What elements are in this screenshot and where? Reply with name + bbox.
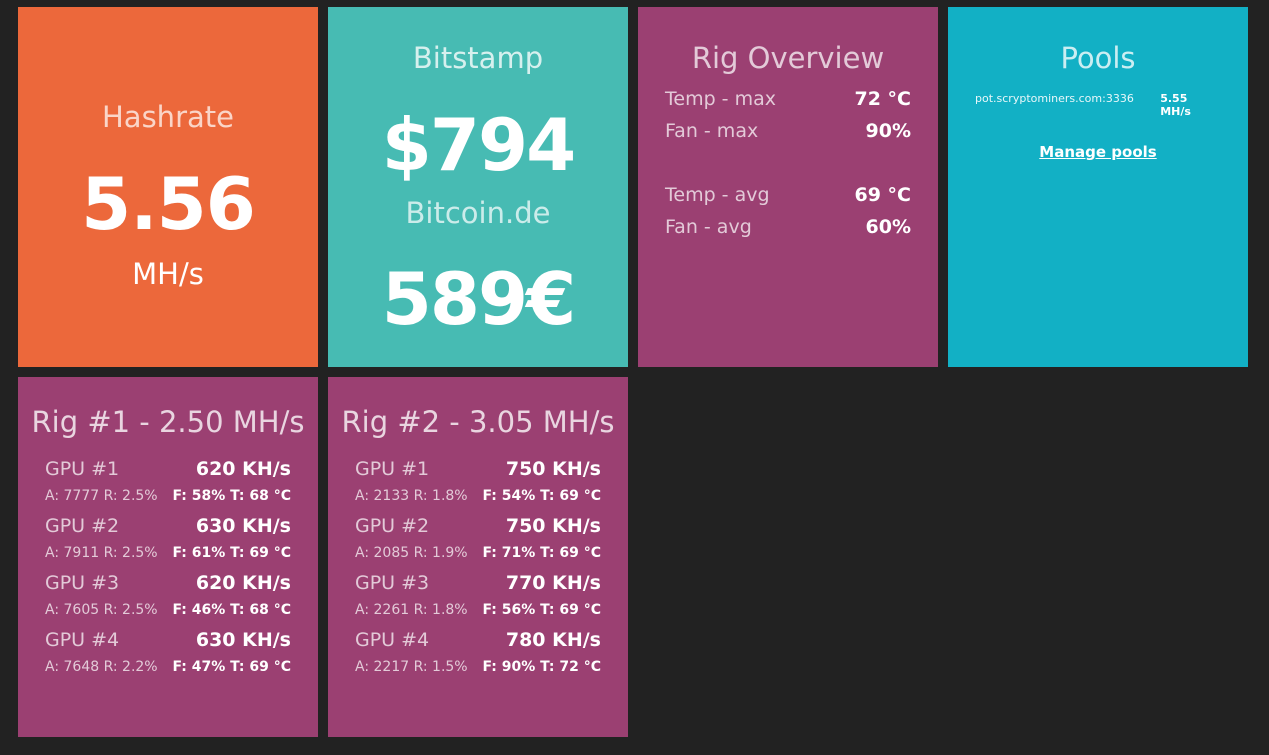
bitcoinde-price: 589€ [381, 257, 576, 341]
rig-tile-1: Rig #1 - 2.50 MH/s GPU #1 620 KH/s A: 77… [18, 377, 318, 737]
bitstamp-title: Bitstamp [412, 41, 544, 75]
gpu-fan-temp: F: 47% T: 69 °C [172, 659, 291, 675]
hashrate-unit: MH/s [132, 257, 204, 291]
gpu-fan-temp: F: 71% T: 69 °C [482, 545, 601, 561]
gpu-name: GPU #2 [355, 515, 430, 537]
manage-pools-link[interactable]: Manage pools [1039, 143, 1157, 161]
pools-title: Pools [1060, 41, 1136, 75]
gpu-rate: 750 KH/s [505, 515, 601, 537]
gpu-rate: 620 KH/s [195, 572, 291, 594]
pool-url: pot.scryptominers.com:3336 [975, 92, 1134, 105]
gpu-rate: 630 KH/s [195, 629, 291, 651]
stat-value: 60% [865, 216, 911, 238]
gpu-accepted-rejected: A: 2085 R: 1.9% [355, 545, 468, 561]
rig-title: Rig #2 - 3.05 MH/s [341, 405, 615, 439]
hashrate-tile: Hashrate 5.56 MH/s [18, 7, 318, 367]
stat-label: Temp - max [665, 88, 776, 110]
stat-value: 69 °C [854, 184, 912, 206]
gpu-name: GPU #4 [355, 629, 430, 651]
stat-fan-avg: Fan - avg 60% [665, 214, 911, 240]
gpu-name: GPU #1 [45, 458, 120, 480]
stat-fan-max: Fan - max 90% [665, 118, 911, 144]
gpu-accepted-rejected: A: 2261 R: 1.8% [355, 602, 468, 618]
rig-title: Rig #1 - 2.50 MH/s [31, 405, 305, 439]
rig-overview-title: Rig Overview [691, 41, 885, 75]
stat-label: Fan - max [665, 120, 759, 142]
gpu-fan-temp: F: 58% T: 68 °C [172, 488, 291, 504]
stat-temp-max: Temp - max 72 °C [665, 86, 911, 112]
gpu-block: GPU #2 750 KH/s A: 2085 R: 1.9% F: 71% T… [355, 510, 601, 567]
gpu-name: GPU #4 [45, 629, 120, 651]
gpu-name: GPU #3 [355, 572, 430, 594]
gpu-fan-temp: F: 90% T: 72 °C [482, 659, 601, 675]
stat-value: 90% [865, 120, 911, 142]
pool-row: pot.scryptominers.com:3336 5.55 MH/s [975, 92, 1221, 118]
gpu-block: GPU #2 630 KH/s A: 7911 R: 2.5% F: 61% T… [45, 510, 291, 567]
rig-tile-2: Rig #2 - 3.05 MH/s GPU #1 750 KH/s A: 21… [328, 377, 628, 737]
gpu-block: GPU #1 620 KH/s A: 7777 R: 2.5% F: 58% T… [45, 453, 291, 510]
pools-tile: Pools pot.scryptominers.com:3336 5.55 MH… [948, 7, 1248, 367]
gpu-fan-temp: F: 46% T: 68 °C [172, 602, 291, 618]
pool-rate: 5.55 MH/s [1160, 92, 1191, 118]
gpu-fan-temp: F: 54% T: 69 °C [482, 488, 601, 504]
hashrate-value: 5.56 [81, 162, 256, 246]
gpu-accepted-rejected: A: 7648 R: 2.2% [45, 659, 158, 675]
gpu-name: GPU #2 [45, 515, 120, 537]
gpu-fan-temp: F: 61% T: 69 °C [172, 545, 291, 561]
gpu-block: GPU #3 620 KH/s A: 7605 R: 2.5% F: 46% T… [45, 567, 291, 624]
gpu-rate: 750 KH/s [505, 458, 601, 480]
bitcoinde-title: Bitcoin.de [405, 196, 551, 230]
rig-overview-tile: Rig Overview Temp - max 72 °C Fan - max … [638, 7, 938, 367]
gpu-accepted-rejected: A: 2217 R: 1.5% [355, 659, 468, 675]
price-tile: Bitstamp $794 Bitcoin.de 589€ [328, 7, 628, 367]
gpu-block: GPU #4 630 KH/s A: 7648 R: 2.2% F: 47% T… [45, 624, 291, 681]
stat-temp-avg: Temp - avg 69 °C [665, 182, 911, 208]
gpu-rate: 620 KH/s [195, 458, 291, 480]
gpu-fan-temp: F: 56% T: 69 °C [482, 602, 601, 618]
stat-label: Temp - avg [665, 184, 770, 206]
gpu-block: GPU #4 780 KH/s A: 2217 R: 1.5% F: 90% T… [355, 624, 601, 681]
gpu-rate: 630 KH/s [195, 515, 291, 537]
stat-value: 72 °C [854, 88, 912, 110]
gpu-accepted-rejected: A: 7777 R: 2.5% [45, 488, 158, 504]
bitstamp-price: $794 [381, 103, 576, 187]
gpu-rate: 780 KH/s [505, 629, 601, 651]
hashrate-title: Hashrate [102, 100, 234, 134]
gpu-name: GPU #1 [355, 458, 430, 480]
gpu-rate: 770 KH/s [505, 572, 601, 594]
gpu-name: GPU #3 [45, 572, 120, 594]
gpu-accepted-rejected: A: 7605 R: 2.5% [45, 602, 158, 618]
stat-label: Fan - avg [665, 216, 752, 238]
gpu-block: GPU #1 750 KH/s A: 2133 R: 1.8% F: 54% T… [355, 453, 601, 510]
gpu-accepted-rejected: A: 7911 R: 2.5% [45, 545, 158, 561]
gpu-accepted-rejected: A: 2133 R: 1.8% [355, 488, 468, 504]
gpu-block: GPU #3 770 KH/s A: 2261 R: 1.8% F: 56% T… [355, 567, 601, 624]
